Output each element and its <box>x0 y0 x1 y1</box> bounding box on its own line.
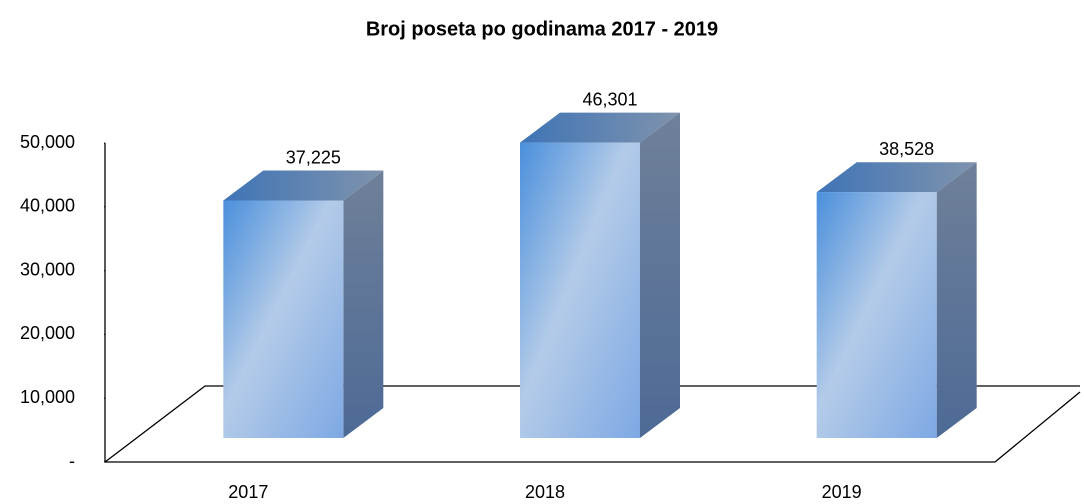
y-tick-label: 40,000 <box>20 196 75 216</box>
y-tick-label: - <box>69 451 75 471</box>
bar <box>816 192 937 438</box>
y-tick-label: 50,000 <box>20 132 75 152</box>
x-tick-label: 2018 <box>525 482 565 502</box>
bar-top <box>816 162 977 193</box>
bar-side <box>640 112 680 439</box>
y-tick-label: 30,000 <box>20 259 75 279</box>
bar <box>520 142 640 439</box>
chart-title: Broj poseta po godinama 2017 - 2019 <box>366 18 718 40</box>
floor <box>104 385 1080 463</box>
x-tick-label: 2019 <box>822 482 862 502</box>
bar-top <box>520 112 680 143</box>
floor <box>105 391 1081 463</box>
y-tick-label: 10,000 <box>20 387 75 407</box>
y-tick-label: 20,000 <box>20 323 75 343</box>
data-label: 37,225 <box>286 147 341 167</box>
x-tick-label: 2017 <box>228 482 268 502</box>
bar-top <box>223 170 384 201</box>
data-label: 46,301 <box>582 89 637 109</box>
bar <box>223 200 344 438</box>
bar-side <box>936 162 977 439</box>
data-label: 38,528 <box>879 139 934 159</box>
bar-side <box>343 170 384 438</box>
